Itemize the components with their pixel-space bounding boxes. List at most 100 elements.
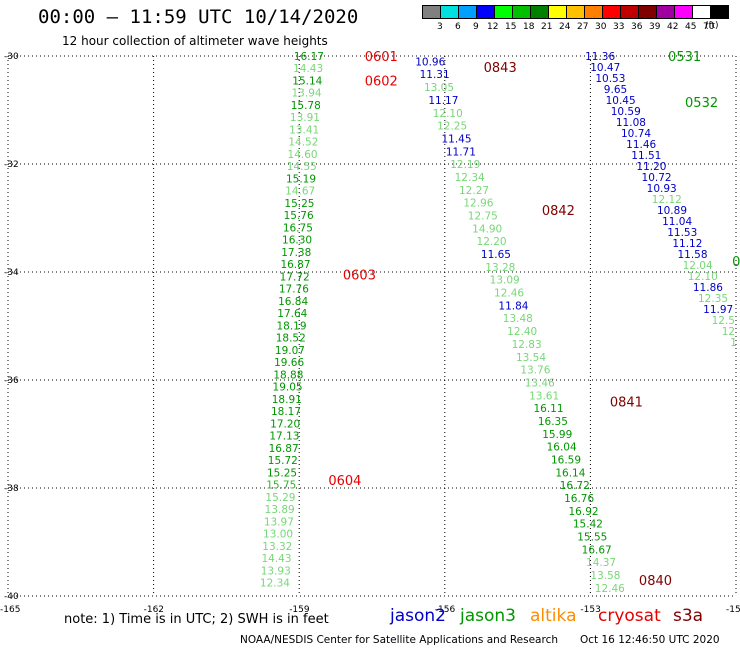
pass-labels: 0601 0602 0603 0604 0843 0842 0841 0840 0531 0532… bbox=[328, 50, 740, 589]
wave-height-value: 11.65 bbox=[481, 249, 511, 261]
wave-height-value: 17.76 bbox=[279, 284, 309, 296]
wave-height-value: 11.04 bbox=[662, 216, 692, 228]
wave-height-value: 15.25 bbox=[267, 467, 297, 479]
wave-height-value: 16.11 bbox=[533, 403, 563, 415]
wave-height-value: 13.41 bbox=[289, 124, 319, 136]
wave-height-value: 12.10 bbox=[688, 271, 718, 283]
lat-tick-label: -32 bbox=[4, 160, 19, 170]
wave-height-value: 13.89 bbox=[265, 504, 295, 516]
wave-height-value: 16.17 bbox=[294, 51, 324, 63]
wave-height-value: 13.61 bbox=[529, 390, 559, 402]
wave-height-value: 16.35 bbox=[538, 416, 568, 428]
wave-height-value: 16.30 bbox=[282, 235, 312, 247]
wave-height-tracks: 16.1714.4315.1413.9415.7813.9113.4114.52… bbox=[260, 51, 737, 595]
wave-height-value: 13.91 bbox=[290, 112, 320, 124]
wave-height-value: 11.53 bbox=[667, 227, 697, 239]
wave-height-value: 16.92 bbox=[569, 506, 599, 518]
wave-height-value: 11.08 bbox=[616, 117, 646, 129]
wave-height-value: 13.76 bbox=[520, 365, 550, 377]
wave-height-value: 13.32 bbox=[262, 541, 292, 553]
wave-height-value: 12.27 bbox=[459, 185, 489, 197]
wave-height-value: 17.38 bbox=[281, 247, 311, 259]
wave-height-value: 11.17 bbox=[428, 95, 458, 107]
map-grid bbox=[7, 55, 737, 597]
wave-height-value: 10.47 bbox=[590, 62, 620, 74]
wave-height-value: 13.97 bbox=[264, 516, 294, 528]
wave-height-value: 14.60 bbox=[288, 149, 318, 161]
wave-height-value: 15.99 bbox=[542, 429, 572, 441]
color-scale-label: 70 bbox=[703, 22, 715, 32]
color-scale-label: 33 bbox=[613, 22, 625, 32]
color-scale-label: 12 bbox=[487, 22, 499, 32]
wave-height-value: 11.97 bbox=[703, 304, 733, 316]
wave-height-value: 12 bbox=[722, 326, 735, 338]
wave-height-value: 11.12 bbox=[672, 238, 702, 250]
jason3-track-1: 16.1714.4315.1413.9415.7813.9113.4114.52… bbox=[260, 51, 324, 590]
color-scale-cell: 18 bbox=[512, 5, 534, 32]
wave-height-value: 16.87 bbox=[280, 259, 310, 271]
pass-label: 0601 bbox=[365, 50, 398, 65]
wave-height-value: 15.14 bbox=[292, 75, 322, 87]
wave-height-value: 13.93 bbox=[261, 565, 291, 577]
wave-height-value: 13.94 bbox=[292, 88, 322, 100]
wave-height-value: 12.96 bbox=[463, 198, 493, 210]
wave-height-value: 12.40 bbox=[507, 326, 537, 338]
lon-tick-label: -159 bbox=[289, 605, 310, 615]
color-scale-label: 30 bbox=[595, 22, 607, 32]
legend-jason2: jason2 bbox=[390, 606, 446, 626]
pass-label: 0604 bbox=[328, 474, 361, 489]
pass-label: 0602 bbox=[365, 74, 398, 89]
wave-height-value: 10.74 bbox=[621, 128, 651, 140]
wave-height-value: 11.31 bbox=[420, 69, 450, 81]
wave-height-value: 12.35 bbox=[698, 293, 728, 305]
lat-tick-label: -40 bbox=[4, 592, 19, 602]
color-scale-label: 42 bbox=[667, 22, 679, 32]
lat-tick-label: -30 bbox=[4, 52, 19, 62]
wave-height-value: 11.71 bbox=[446, 146, 476, 158]
color-scale-label: 18 bbox=[523, 22, 535, 32]
wave-height-value: 12.12 bbox=[652, 194, 682, 206]
wave-height-value: 11.86 bbox=[693, 282, 723, 294]
wave-height-value: 12.75 bbox=[468, 210, 498, 222]
wave-height-value: 10.45 bbox=[606, 95, 636, 107]
wave-height-value: 15.42 bbox=[573, 519, 603, 531]
wave-height-value: 12.46 bbox=[494, 288, 524, 300]
map-title: 00:00 – 11:59 UTC 10/14/2020 bbox=[38, 6, 359, 28]
wave-height-value: 15.55 bbox=[577, 532, 607, 544]
map-subtitle: 12 hour collection of altimeter wave hei… bbox=[62, 34, 328, 48]
wave-height-value: 16.04 bbox=[547, 442, 577, 454]
wave-height-value: 11.46 bbox=[626, 139, 656, 151]
lon-tick-label: -165 bbox=[0, 605, 20, 615]
wave-height-value: 13.05 bbox=[424, 82, 454, 94]
wave-height-value: 11.84 bbox=[498, 300, 528, 312]
wave-height-value: 10.53 bbox=[595, 73, 625, 85]
wave-height-value: 9.65 bbox=[604, 84, 627, 96]
wave-height-value: 18.19 bbox=[276, 320, 306, 332]
wave-height-value: 11.58 bbox=[677, 249, 707, 261]
wave-height-value: 15.25 bbox=[284, 198, 314, 210]
wave-height-value: 11.20 bbox=[636, 161, 666, 173]
wave-height-value: 13.58 bbox=[590, 570, 620, 582]
color-scale-label: 24 bbox=[559, 22, 571, 32]
credit-line: NOAA/NESDIS Center for Satellite Applica… bbox=[240, 634, 558, 646]
wave-height-value: 14.43 bbox=[261, 553, 291, 565]
color-scale-bar: 3 6 9 12 15 18 21 24 27 30 33 36 39 42 45 70 bbox=[422, 5, 729, 32]
wave-height-value: 13.48 bbox=[503, 313, 533, 325]
color-scale-label: 6 bbox=[455, 22, 461, 32]
footnote: note: 1) Time is in UTC; 2) SWH is in fe… bbox=[64, 612, 329, 627]
wave-height-value: 16.84 bbox=[278, 296, 308, 308]
wave-height-value: 12.10 bbox=[433, 108, 463, 120]
wave-height-value: 14.37 bbox=[586, 557, 616, 569]
wave-height-value: 10.72 bbox=[642, 172, 672, 184]
wave-height-value: 1 bbox=[730, 337, 737, 349]
pass-label: 0841 bbox=[610, 396, 643, 411]
wave-height-value: 18.88 bbox=[273, 369, 303, 381]
lon-tick-label: -156 bbox=[435, 605, 456, 615]
wave-height-value: 16.76 bbox=[564, 493, 594, 505]
wave-height-value: 17.13 bbox=[269, 431, 299, 443]
wave-height-value: 12.83 bbox=[512, 339, 542, 351]
pass-label: 0532 bbox=[685, 96, 718, 111]
lon-tick-label: -153 bbox=[580, 605, 600, 615]
wave-height-value: 11.45 bbox=[441, 133, 471, 145]
wave-height-value: 16.87 bbox=[269, 443, 299, 455]
